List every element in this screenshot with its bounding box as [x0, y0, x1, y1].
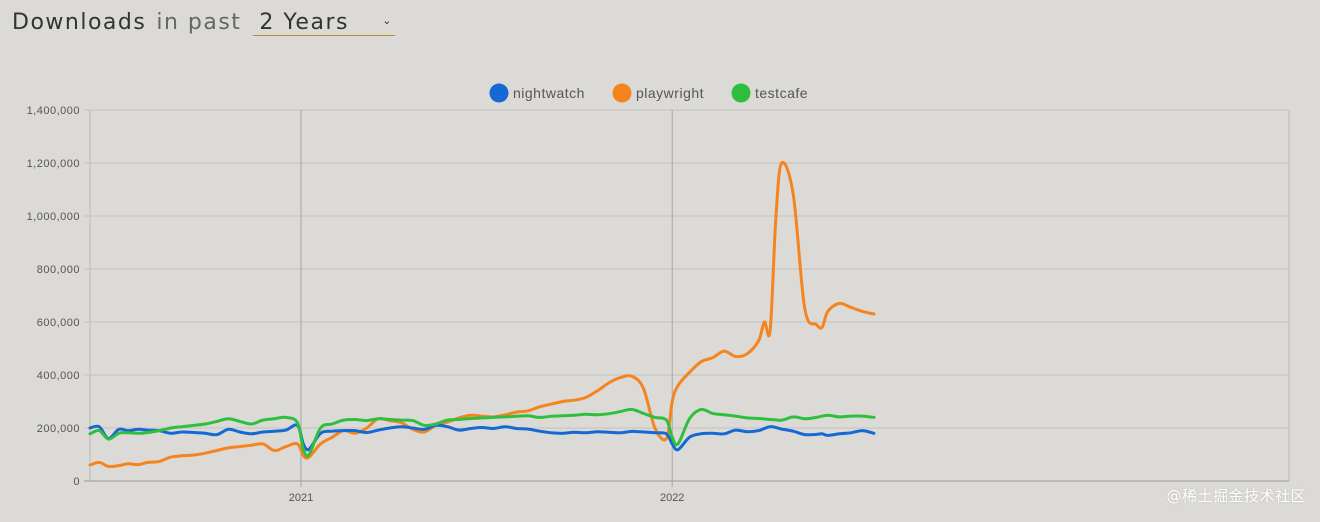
y-tick-label: 1,400,000 [27, 105, 80, 117]
y-tick-label: 1,200,000 [27, 158, 80, 170]
header: Downloads in past 2 Years ⌄ [12, 10, 396, 36]
legend-label-nightwatch[interactable]: nightwatch [513, 85, 585, 101]
legend-label-playwright[interactable]: playwright [636, 85, 704, 101]
y-tick-label: 800,000 [37, 264, 80, 276]
series-line-nightwatch [88, 423, 876, 452]
chart-legend: nightwatch playwright testcafe [489, 83, 808, 103]
period-select[interactable]: 2 Years ⌄ [253, 10, 396, 36]
y-tick-label: 400,000 [37, 370, 80, 382]
legend-label-testcafe[interactable]: testcafe [755, 85, 808, 101]
legend-marker-testcafe[interactable] [731, 83, 751, 103]
series-line-testcafe [88, 407, 876, 458]
y-tick-label: 1,000,000 [27, 211, 80, 223]
y-tick-label: 200,000 [37, 423, 80, 435]
chevron-down-icon: ⌄ [382, 14, 392, 27]
y-axis: 0 200,000 400,000 600,000 800,000 1,000,000 1,… [27, 105, 80, 488]
x-axis: 2021 2022 [289, 492, 685, 504]
y-tick-label: 0 [73, 476, 80, 488]
chart-series [88, 160, 876, 469]
y-tick-label: 600,000 [37, 317, 80, 329]
x-tick-label: 2021 [289, 492, 313, 504]
x-tick-label: 2022 [660, 492, 684, 504]
legend-marker-nightwatch[interactable] [489, 83, 509, 103]
series-line-playwright [88, 160, 876, 469]
chart-grid [84, 109, 1290, 487]
legend-marker-playwright[interactable] [612, 83, 632, 103]
page-title: Downloads [12, 10, 147, 35]
watermark: @稀土掘金技术社区 [1166, 487, 1306, 505]
period-select-value: 2 Years [259, 10, 349, 35]
period-prefix: in past [156, 10, 242, 35]
